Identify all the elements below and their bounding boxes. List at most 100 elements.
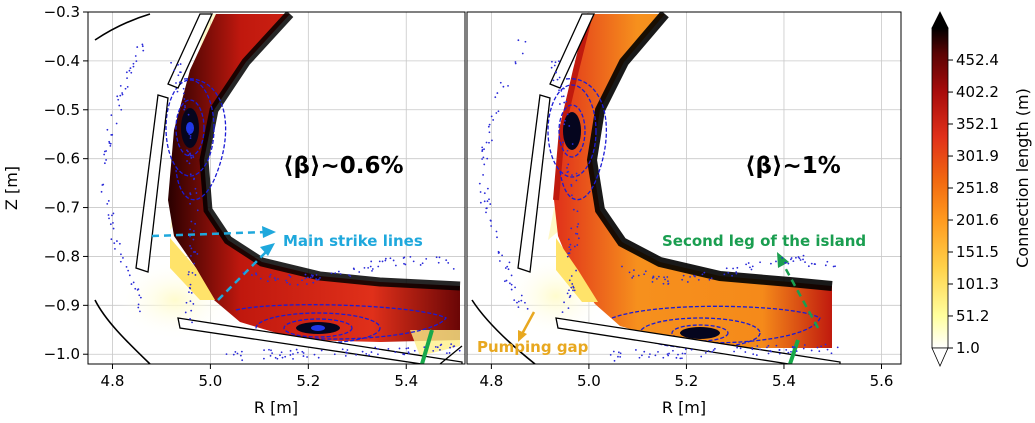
field-line-point xyxy=(785,349,788,351)
field-line-point xyxy=(449,346,451,349)
field-line-point xyxy=(436,346,439,349)
field-line-point xyxy=(127,269,130,272)
field-line-point xyxy=(572,285,575,288)
field-line-point xyxy=(810,262,813,265)
xtick-label: 4.8 xyxy=(479,372,503,390)
field-line-point xyxy=(193,251,195,253)
field-line-point xyxy=(363,266,366,269)
field-line-point xyxy=(565,100,568,103)
field-line-point xyxy=(704,351,707,354)
field-line-point xyxy=(263,349,265,352)
field-line-point xyxy=(559,103,561,105)
field-line-point xyxy=(681,352,684,355)
field-line-point xyxy=(106,202,109,205)
field-line-point xyxy=(567,170,570,173)
field-line-point xyxy=(560,89,563,92)
field-line-point xyxy=(503,280,506,283)
field-line-point xyxy=(348,274,350,276)
strike-line-right xyxy=(788,339,800,364)
colorbar-tick-label: 452.4 xyxy=(956,51,999,69)
field-line-point xyxy=(439,349,441,351)
field-line-point xyxy=(820,345,823,348)
field-line-point xyxy=(649,353,651,356)
field-line-point xyxy=(483,163,486,166)
field-line-point xyxy=(190,254,192,257)
field-line-point xyxy=(745,263,748,266)
field-line-point xyxy=(189,137,192,140)
field-line-point xyxy=(744,351,747,353)
field-line-point xyxy=(577,223,580,225)
field-line-point xyxy=(570,194,573,197)
field-line-point xyxy=(289,349,292,352)
vessel-wall-left-lower xyxy=(94,299,151,364)
field-line-point xyxy=(637,274,640,277)
field-line-point xyxy=(106,128,109,131)
field-line-point xyxy=(520,299,523,302)
field-line-point xyxy=(568,296,571,299)
field-line-point xyxy=(126,85,129,88)
field-line-point xyxy=(116,240,118,242)
field-line-point xyxy=(188,133,191,136)
field-line-point xyxy=(266,280,269,283)
field-line-point xyxy=(505,279,508,282)
annotation-main-strike-lines: Main strike lines xyxy=(283,232,423,250)
field-line-point xyxy=(508,261,511,264)
field-line-point xyxy=(657,350,659,353)
field-line-point xyxy=(438,256,441,259)
field-line-point xyxy=(494,96,497,99)
field-line-point xyxy=(289,283,291,286)
field-line-point xyxy=(413,349,416,352)
field-line-point xyxy=(791,346,794,349)
field-line-point xyxy=(107,200,110,202)
field-line-point xyxy=(517,300,520,303)
field-line-point xyxy=(437,261,440,264)
field-line-point xyxy=(339,273,342,275)
field-line-point xyxy=(803,344,806,346)
field-line-point xyxy=(176,90,179,93)
field-line-point xyxy=(103,162,106,165)
band-left-dark-edge xyxy=(199,12,461,291)
field-line-point xyxy=(180,81,183,84)
field-line-point xyxy=(498,251,500,254)
field-line-point xyxy=(185,301,188,304)
field-line-point xyxy=(725,267,728,270)
field-line-point xyxy=(617,351,620,354)
field-line-point xyxy=(832,265,835,268)
field-line-point xyxy=(191,129,193,131)
field-line-point xyxy=(638,356,641,359)
field-line-point xyxy=(571,174,573,177)
field-line-point xyxy=(313,353,316,356)
field-line-point xyxy=(481,148,484,151)
field-line-point xyxy=(192,230,195,232)
field-map-left xyxy=(94,12,463,364)
field-line-point xyxy=(485,211,487,214)
field-line-point xyxy=(394,264,397,267)
field-line-point xyxy=(270,349,272,352)
field-line-point xyxy=(179,71,182,74)
field-line-point xyxy=(125,71,128,74)
field-line-point xyxy=(370,351,373,353)
field-line-point xyxy=(492,119,495,121)
field-line-point xyxy=(569,248,572,251)
field-line-point xyxy=(122,257,124,259)
field-line-point xyxy=(568,279,571,282)
baffle-right-upper xyxy=(549,13,596,89)
field-line-point xyxy=(306,283,308,285)
field-line-point xyxy=(121,93,124,96)
field-line-point xyxy=(341,348,344,351)
field-line-point xyxy=(502,85,505,88)
field-line-point xyxy=(690,348,693,351)
field-line-point xyxy=(576,232,579,235)
field-line-point xyxy=(389,257,392,260)
field-line-point xyxy=(346,349,349,351)
field-line-point xyxy=(116,95,119,98)
field-line-point xyxy=(483,200,486,203)
field-line-point xyxy=(711,350,714,353)
field-line-point xyxy=(113,242,116,245)
field-line-point xyxy=(184,311,187,314)
field-line-point xyxy=(755,354,758,356)
field-line-point xyxy=(481,146,484,149)
colorbar-tick-label: 251.8 xyxy=(956,179,999,197)
field-line-point xyxy=(550,66,553,69)
field-line-point xyxy=(286,281,288,284)
